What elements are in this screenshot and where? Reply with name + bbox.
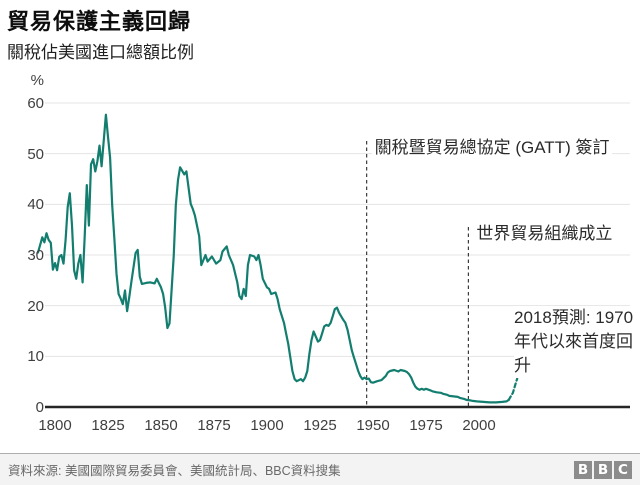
x-tick-label: 1975 <box>409 417 443 434</box>
bbc-logo-letter: C <box>614 460 632 479</box>
forecast-note: 2018預測: 1970年代以來首度回升 <box>514 306 640 379</box>
y-tick-label: 0 <box>35 399 44 416</box>
bbc-logo-letter: B <box>594 460 612 479</box>
source-text: 資料來源: 美國國際貿易委員會、美國統計局、BBC資料搜集 <box>8 464 341 478</box>
y-tick-label: 10 <box>27 348 44 366</box>
y-tick-label: 60 <box>27 94 44 112</box>
y-tick-label: 30 <box>27 246 44 264</box>
tariff-line <box>36 113 510 404</box>
x-tick-label: 2000 <box>462 417 496 434</box>
page-title: 貿易保護主義回歸 <box>7 9 192 34</box>
wto-annotation: 世界貿易組織成立 <box>473 224 616 245</box>
x-tick-label: 1825 <box>91 417 125 434</box>
y-tick-label: 40 <box>27 196 44 214</box>
y-axis-unit-label: % <box>30 72 44 89</box>
y-tick-label: 20 <box>27 297 44 315</box>
x-tick-label: 1900 <box>250 417 284 434</box>
forecast-dashed-line <box>507 377 519 401</box>
y-tick-label: 50 <box>27 145 44 163</box>
x-tick-label: 1850 <box>144 417 178 434</box>
x-tick-label: 1950 <box>356 417 390 434</box>
x-tick-label: 1925 <box>303 417 337 434</box>
bbc-logo-letter: B <box>574 460 592 479</box>
gatt-annotation: 關稅暨貿易總協定 (GATT) 簽訂 <box>371 138 613 159</box>
chart-subtitle: 關稅佔美國進口總額比例 <box>7 43 194 62</box>
x-tick-label: 1875 <box>197 417 231 434</box>
x-tick-label: 1800 <box>38 417 72 434</box>
